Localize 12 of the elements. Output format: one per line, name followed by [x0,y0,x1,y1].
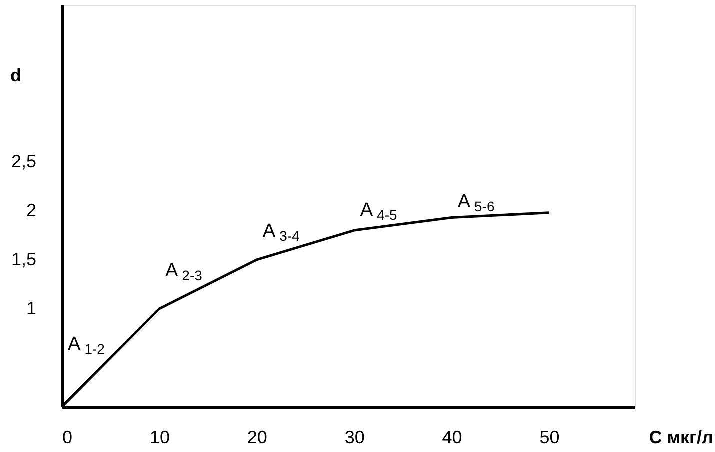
x-tick-label: 10 [150,428,170,448]
x-tick-label: 50 [540,428,560,448]
y-axis-title: d [10,66,22,86]
y-tick-label: 2 [26,200,36,220]
y-tick-label: 1,5 [11,249,36,270]
y-tick-label: 1 [26,298,36,318]
y-tick-label: 2,5 [11,151,36,172]
x-tick-label: 40 [442,428,462,448]
x-axis-title: C мкг/л [649,428,714,448]
x-tick-label: 0 [62,428,73,448]
x-tick-label: 30 [344,428,365,448]
x-tick-label: 20 [247,428,268,448]
